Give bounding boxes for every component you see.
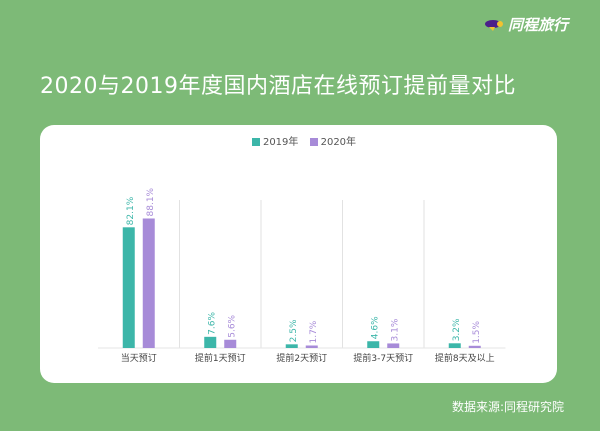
legend: 2019年 2020年 xyxy=(0,133,600,148)
legend-swatch-2020 xyxy=(309,138,318,146)
category-label: 提前1天预订 xyxy=(195,352,246,364)
data-label: 1.7% xyxy=(309,320,319,343)
category-label: 提前8天及以上 xyxy=(435,352,495,364)
bar xyxy=(367,341,380,348)
data-source: 数据来源:同程研究院 xyxy=(452,400,565,414)
category-label: 提前2天预订 xyxy=(276,352,327,364)
legend-swatch-2019 xyxy=(251,138,260,146)
data-label: 4.6% xyxy=(370,316,380,339)
data-label: 2.5% xyxy=(289,319,299,342)
bar xyxy=(285,344,298,348)
bar xyxy=(387,343,400,348)
data-label: 3.1% xyxy=(390,318,400,341)
category-label: 当天预订 xyxy=(121,352,157,364)
bar xyxy=(305,345,318,348)
bar xyxy=(448,343,461,348)
bird-logo-icon xyxy=(485,19,503,31)
legend-label-2020: 2020年 xyxy=(320,137,357,148)
brand-name: 同程旅行 xyxy=(508,16,569,34)
legend-label-2019: 2019年 xyxy=(262,137,299,148)
data-label: 5.6% xyxy=(227,314,237,337)
chart-title: 2020与2019年度国内酒店在线预订提前量对比 xyxy=(40,74,516,99)
data-label: 7.6% xyxy=(207,312,217,335)
data-label: 1.5% xyxy=(472,320,482,343)
brand-logo: 同程旅行 xyxy=(484,14,568,35)
bar xyxy=(122,227,135,348)
bar xyxy=(204,336,217,348)
bar xyxy=(142,218,155,348)
bar xyxy=(224,339,237,348)
data-label: 82.1% xyxy=(126,196,136,225)
data-label: 3.2% xyxy=(452,318,462,341)
bar xyxy=(468,345,481,348)
category-label: 提前3-7天预订 xyxy=(353,352,413,364)
data-label: 88.1% xyxy=(146,187,156,216)
